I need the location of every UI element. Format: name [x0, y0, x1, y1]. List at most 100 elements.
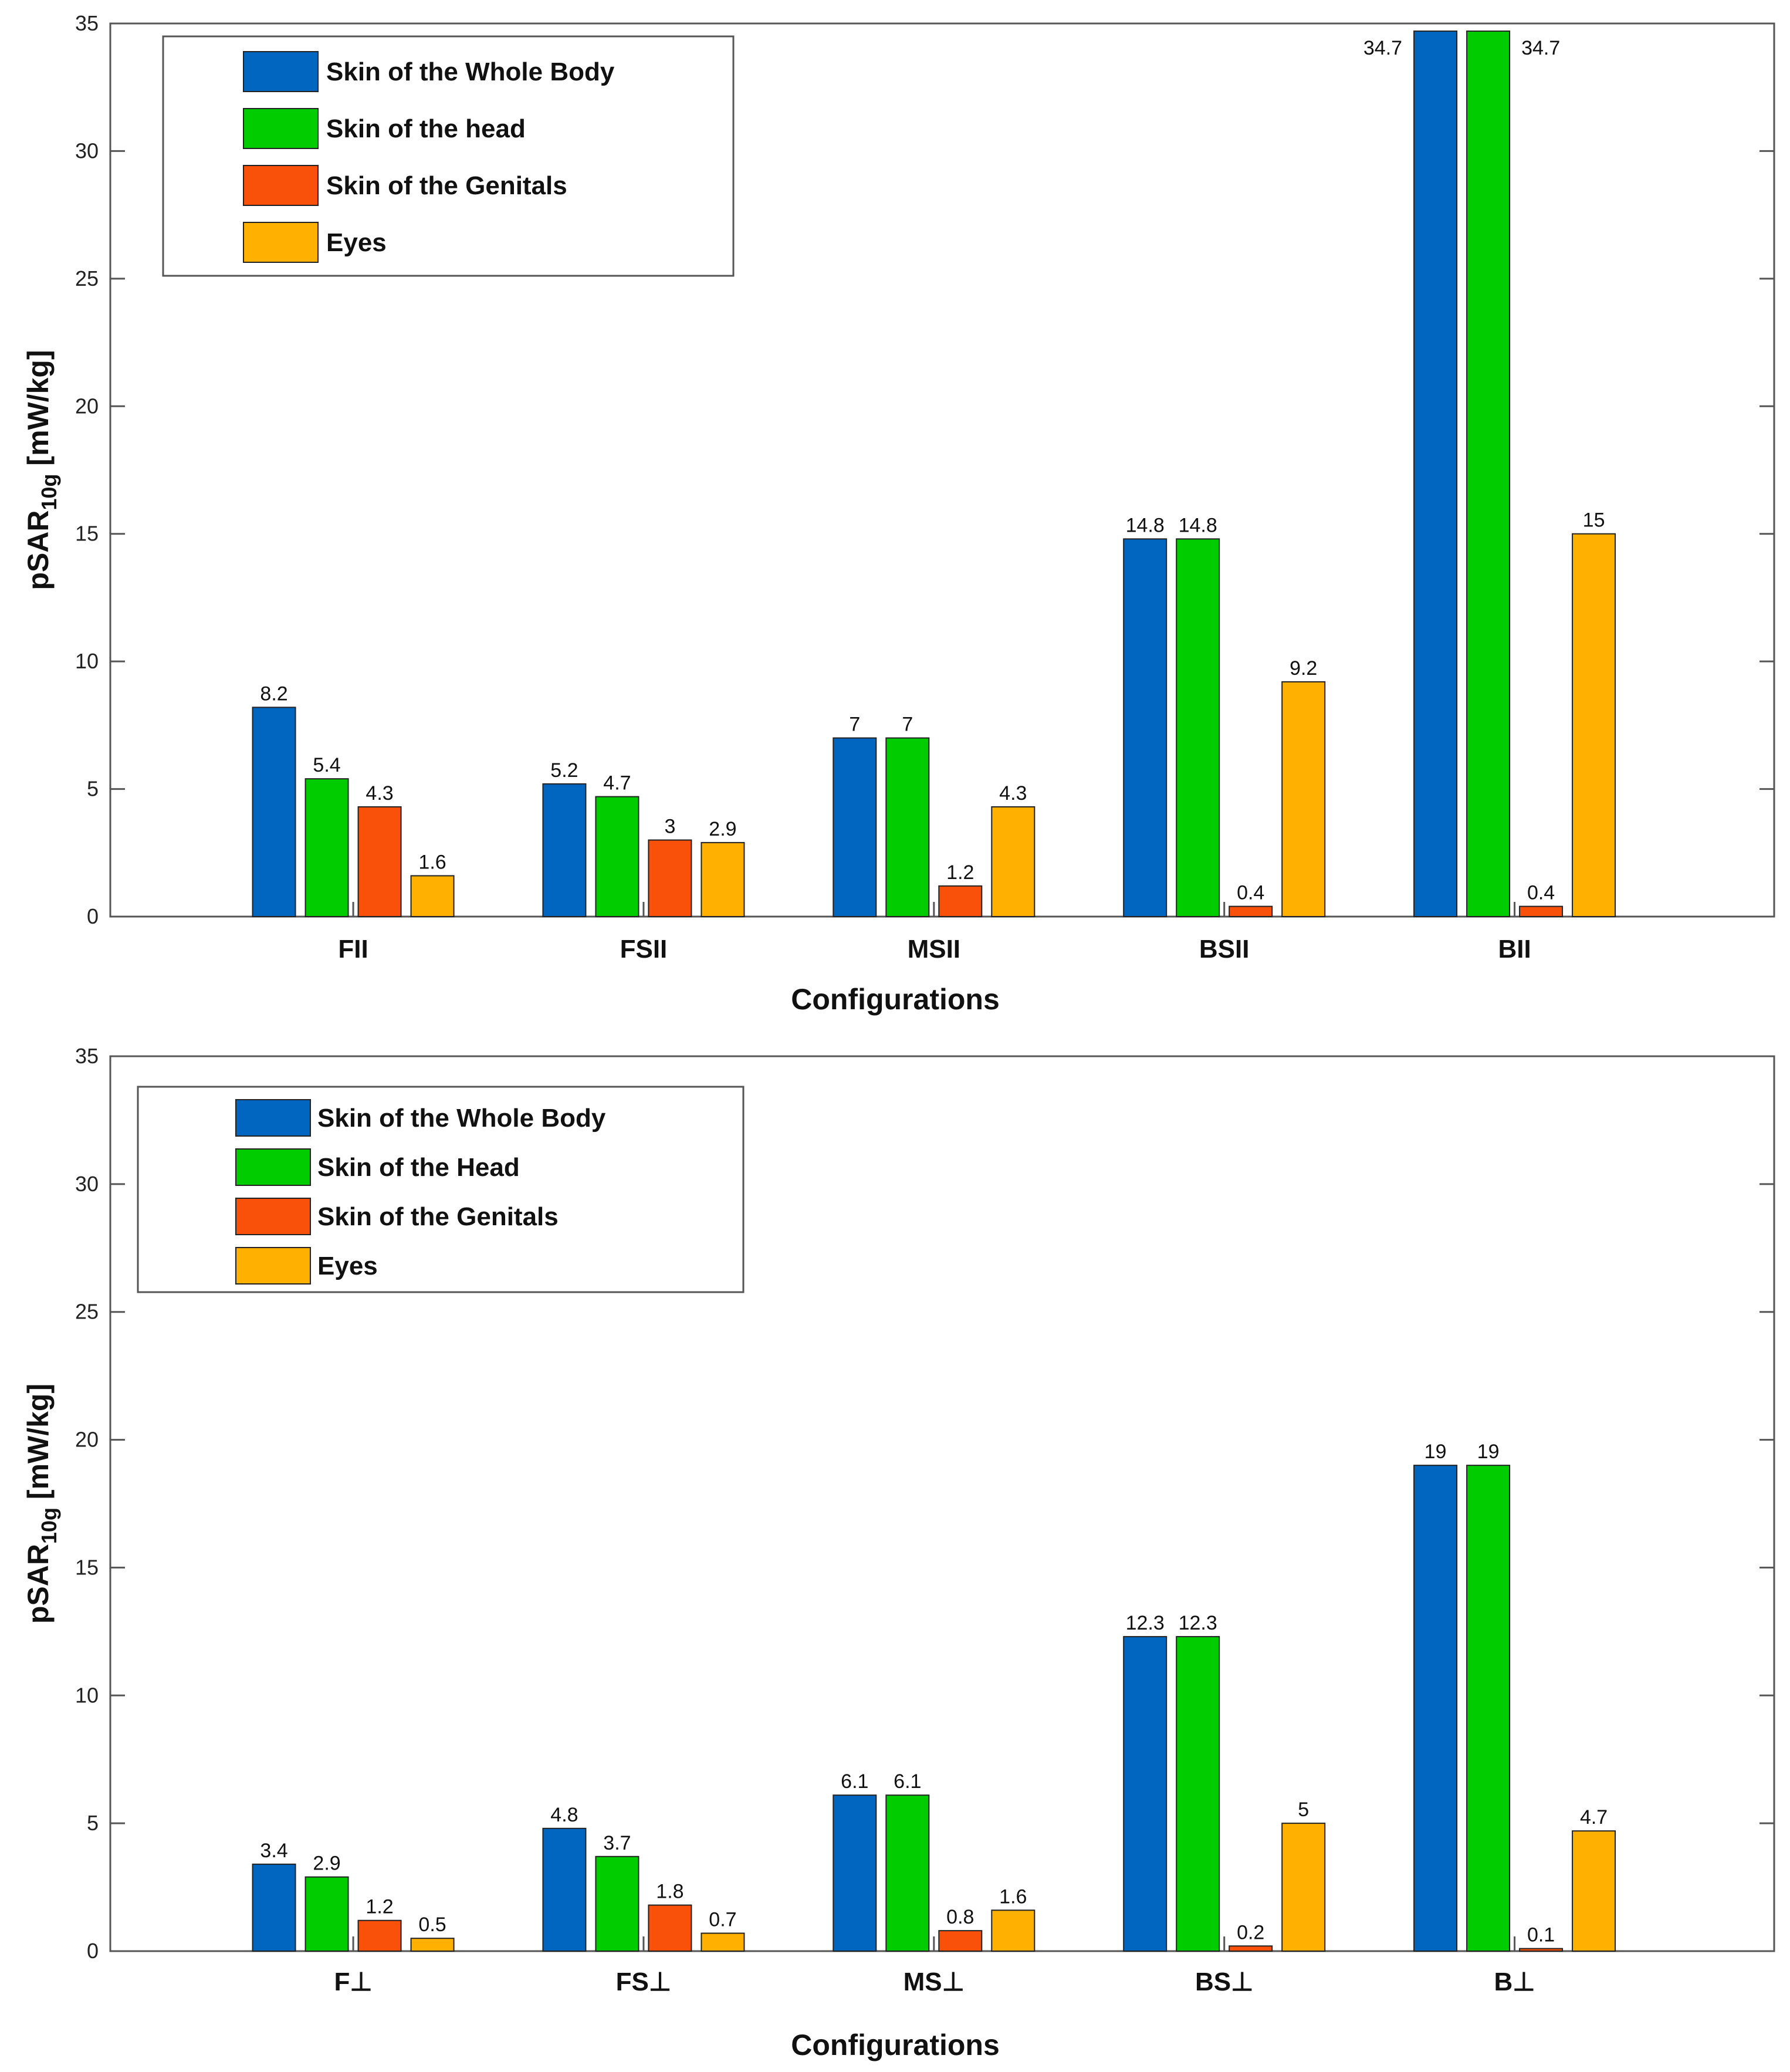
- data-label: 8.2: [260, 682, 287, 705]
- y-tick-label: 15: [75, 522, 99, 546]
- data-label: 4.7: [603, 772, 631, 795]
- legend-swatch: [243, 51, 319, 92]
- y-tick-label: 5: [87, 777, 99, 801]
- y-tick-label: 25: [75, 266, 99, 290]
- bar-skin-of-the-whole-body-FII: [252, 707, 296, 917]
- legend-swatch: [243, 108, 319, 149]
- y-axis-title-subscript: 10g: [37, 1507, 61, 1544]
- data-label: 4.3: [999, 782, 1027, 805]
- x-axis-title: Configurations: [791, 2029, 1000, 2061]
- legend-entry-label: Skin of the Head: [317, 1153, 520, 1182]
- x-category-label: BS⊥: [1195, 1968, 1253, 1996]
- bar-skin-of-the-genitals-FS⊥: [648, 1904, 692, 1952]
- legend-entry-label: Eyes: [317, 1252, 378, 1280]
- bar-skin-of-the-genitals-F⊥: [357, 1919, 402, 1952]
- chart-panel-2: 0 5 10 15 20 25 30 35 3.4 4.8 6.1 12.3 19 2.9 3.7 6.1 12…: [22, 1044, 1775, 2061]
- data-label: 1.6: [418, 851, 446, 873]
- y-tick-label: 15: [75, 1555, 99, 1579]
- y-tick-label: 10: [75, 649, 99, 673]
- data-label: 2.9: [313, 1853, 340, 1875]
- bar-eyes-B⊥: [1572, 1830, 1616, 1952]
- y-tick-label: 20: [75, 394, 99, 418]
- data-label: 4.7: [1580, 1806, 1608, 1828]
- data-label: 3.4: [260, 1840, 287, 1862]
- data-label: 1.2: [946, 861, 974, 884]
- bar-skin-of-the-whole-body-FSII: [542, 783, 587, 917]
- data-label: 1.6: [999, 1885, 1027, 1908]
- legend-swatch: [243, 165, 319, 206]
- bar-skin-of-the-whole-body-F⊥: [252, 1863, 296, 1952]
- y-tick-label: 20: [75, 1428, 99, 1452]
- data-label: 5: [1298, 1799, 1309, 1821]
- bar-skin-of-the-whole-body-B⊥: [1413, 1465, 1458, 1952]
- bar-skin-of-the-whole-body-BS⊥: [1123, 1636, 1168, 1952]
- bar-skin-of-the-head-BS⊥: [1176, 1636, 1220, 1952]
- data-label: 14.8: [1179, 514, 1217, 536]
- chart-panel-1: 0 5 10 15 20 25 30 35 8.2 5.2 7 14.8 34.7 5.4 4.7 7 14.8…: [22, 11, 1775, 1016]
- x-category-label: FII: [338, 935, 368, 964]
- bar-eyes-BSII: [1281, 681, 1326, 917]
- legend-entry-label: Skin of the Whole Body: [317, 1104, 606, 1133]
- data-label: 12.3: [1126, 1612, 1165, 1634]
- bar-skin-of-the-whole-body-MSII: [833, 737, 877, 917]
- y-tick-label: 30: [75, 138, 99, 163]
- legend-entry-label: Skin of the Genitals: [317, 1202, 559, 1231]
- data-label: 1.2: [366, 1896, 393, 1918]
- bar-skin-of-the-genitals-FSII: [648, 839, 692, 917]
- data-label: 14.8: [1126, 514, 1165, 536]
- bar-skin-of-the-whole-body-MS⊥: [833, 1794, 877, 1952]
- y-tick-label: 10: [75, 1683, 99, 1707]
- y-axis-title: pSAR10g [mW/kg]: [22, 350, 61, 590]
- data-label: 3: [664, 816, 675, 838]
- data-label: 7: [902, 714, 913, 736]
- bar-eyes-BS⊥: [1281, 1823, 1326, 1952]
- data-label: 0.1: [1527, 1924, 1555, 1946]
- data-label: 2.9: [709, 818, 736, 840]
- data-label: 19: [1424, 1441, 1447, 1463]
- bar-skin-of-the-genitals-MS⊥: [938, 1930, 983, 1952]
- legend-swatch: [235, 1247, 311, 1285]
- x-category-label: BII: [1498, 935, 1531, 964]
- y-tick-label: 5: [87, 1811, 99, 1835]
- bar-skin-of-the-head-MSII: [885, 737, 930, 917]
- bar-skin-of-the-genitals-MSII: [938, 885, 983, 917]
- data-label: 0.5: [418, 1914, 446, 1936]
- data-label: 6.1: [841, 1770, 868, 1793]
- bar-skin-of-the-head-MS⊥: [885, 1794, 930, 1952]
- data-label: 12.3: [1179, 1612, 1217, 1634]
- bar-skin-of-the-head-FS⊥: [595, 1855, 639, 1952]
- bar-skin-of-the-head-BII: [1466, 31, 1511, 918]
- x-category-label: FS⊥: [616, 1968, 672, 1996]
- data-label: 0.2: [1237, 1921, 1264, 1943]
- data-label: 6.1: [894, 1770, 921, 1793]
- y-tick-label: 35: [75, 11, 99, 35]
- bar-skin-of-the-genitals-BII: [1519, 905, 1564, 917]
- bar-skin-of-the-head-BSII: [1176, 538, 1220, 917]
- bar-skin-of-the-genitals-BSII: [1229, 905, 1273, 917]
- y-tick-label: 30: [75, 1172, 99, 1196]
- y-tick-label: 35: [75, 1044, 99, 1068]
- data-label: 3.7: [603, 1832, 631, 1854]
- data-label: 34.7: [1521, 37, 1560, 59]
- x-category-label: MS⊥: [904, 1968, 965, 1996]
- bar-eyes-MSII: [991, 806, 1036, 918]
- y-tick-label: 25: [75, 1300, 99, 1324]
- data-label: 4.8: [550, 1804, 578, 1826]
- bar-skin-of-the-whole-body-FS⊥: [542, 1827, 587, 1952]
- x-category-label: BSII: [1199, 935, 1250, 964]
- legend: Skin of the Whole Body Skin of the head Sk…: [162, 35, 735, 277]
- legend-entry-label: Skin of the head: [326, 114, 526, 143]
- bar-eyes-FS⊥: [701, 1932, 745, 1952]
- bar-skin-of-the-genitals-B⊥: [1519, 1948, 1564, 1952]
- legend: Skin of the Whole Body Skin of the Head Sk…: [137, 1086, 745, 1293]
- data-label: 15: [1583, 509, 1605, 532]
- x-category-label: MSII: [908, 935, 960, 964]
- data-label: 9.2: [1290, 657, 1317, 680]
- data-label: 19: [1477, 1441, 1500, 1463]
- y-tick-label: 0: [87, 1939, 99, 1963]
- bar-skin-of-the-head-B⊥: [1466, 1465, 1511, 1952]
- data-label: 34.7: [1363, 37, 1402, 59]
- x-category-label: FSII: [620, 935, 668, 964]
- data-label: 7: [849, 714, 860, 736]
